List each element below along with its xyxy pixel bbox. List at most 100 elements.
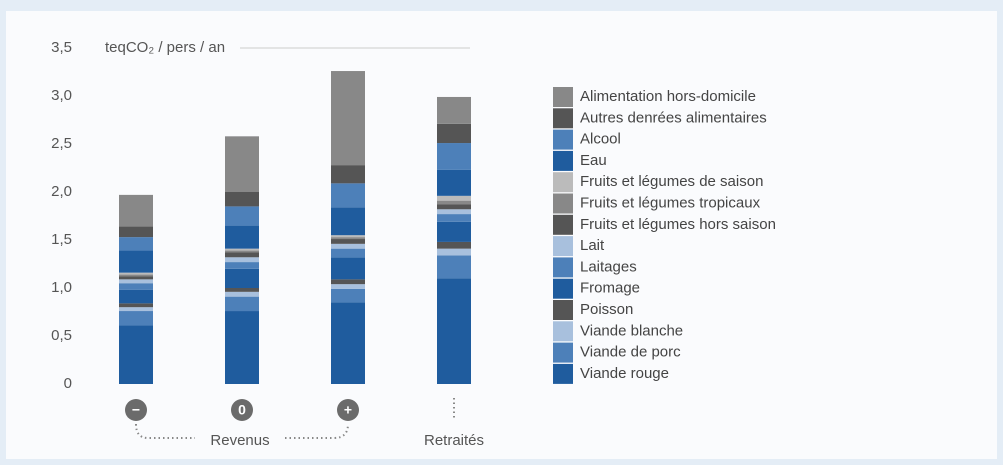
x-tick-label: −: [132, 402, 140, 418]
bar-segment: [331, 257, 365, 280]
legend-label: Autres denrées alimentaires: [580, 109, 767, 126]
bar-segment: [119, 276, 153, 280]
bar-segment: [225, 291, 259, 297]
bar-segment: [225, 311, 259, 384]
bar-segment: [437, 204, 471, 210]
y-tick-label: 1,0: [51, 279, 72, 296]
bar-segment: [119, 289, 153, 304]
legend-label: Lait: [580, 237, 605, 254]
bar-segment: [437, 169, 471, 196]
bar-segment: [331, 71, 365, 166]
bar-segment: [119, 311, 153, 326]
legend-label: Alcool: [580, 131, 621, 148]
bar-segment: [437, 278, 471, 384]
y-tick-label: 2,5: [51, 135, 72, 152]
bar-segment: [437, 123, 471, 144]
y-tick-label: 3,0: [51, 87, 72, 104]
group-label: Revenus: [210, 432, 269, 449]
bar-segment: [225, 257, 259, 263]
legend-swatch: [553, 236, 573, 257]
legend-label: Eau: [580, 152, 607, 169]
legend-label: Viande rouge: [580, 365, 669, 382]
bar-segment: [119, 226, 153, 238]
bar-segment: [331, 302, 365, 384]
legend-swatch: [553, 257, 573, 278]
legend-swatch: [553, 150, 573, 171]
bar-segment: [225, 252, 259, 258]
legend-swatch: [553, 87, 573, 107]
y-tick-label: 3,5: [51, 39, 72, 56]
x-tick-label: 0: [238, 402, 246, 418]
legend-label: Laitages: [580, 258, 637, 275]
bar-segment: [119, 194, 153, 227]
bar-segment: [437, 200, 471, 205]
bar-segment: [331, 284, 365, 289]
bar-segment: [437, 209, 471, 215]
bar-segment: [331, 243, 365, 249]
legend-label: Fruits et légumes de saison: [580, 173, 763, 190]
legend-label: Alimentation hors-domicile: [580, 88, 756, 105]
bar-segment: [225, 288, 259, 292]
legend-swatch: [553, 108, 573, 129]
legend-swatch: [553, 278, 573, 299]
bar-segment: [225, 136, 259, 192]
bar-segment: [437, 96, 471, 124]
bar-segment: [331, 183, 365, 208]
bar-segment: [225, 262, 259, 269]
category-icon: [125, 399, 147, 421]
bar-segment: [119, 272, 153, 275]
x-tick-label: +: [344, 402, 352, 418]
bar-segment: [331, 237, 365, 240]
legend-label: Fruits et légumes hors saison: [580, 216, 776, 233]
bar-segment: [331, 288, 365, 303]
bar-segment: [119, 250, 153, 273]
legend-label: Viande blanche: [580, 322, 683, 339]
bar-segment: [331, 279, 365, 285]
legend-label: Poisson: [580, 301, 633, 318]
bar-segment: [119, 307, 153, 312]
bar-segment: [119, 325, 153, 384]
legend-swatch: [553, 129, 573, 150]
bar-segment: [437, 241, 471, 249]
legend-swatch: [553, 214, 573, 235]
panel: [6, 11, 997, 459]
bar-segment: [437, 214, 471, 222]
bar-segment: [119, 279, 153, 284]
y-axis-label: teqCO₂ / pers / an: [105, 39, 225, 56]
y-tick-label: 2,0: [51, 183, 72, 200]
legend-swatch: [553, 363, 573, 384]
bar-segment: [119, 303, 153, 308]
bar-segment: [437, 221, 471, 242]
x-tick-label: Retraités: [424, 432, 484, 449]
bar-segment: [331, 248, 365, 258]
bar-segment: [225, 225, 259, 249]
category-icon: [231, 399, 253, 421]
bar-segment: [225, 192, 259, 207]
bar-segment: [225, 206, 259, 226]
bar-segment: [225, 268, 259, 288]
legend-swatch: [553, 172, 573, 193]
legend-label: Fruits et légumes tropicaux: [580, 194, 761, 211]
category-icon: [337, 399, 359, 421]
y-tick-label: 0: [64, 375, 72, 392]
legend-swatch: [553, 321, 573, 342]
legend-label: Fromage: [580, 280, 640, 297]
bar-segment: [331, 235, 365, 238]
bar-segment: [225, 248, 259, 251]
legend-swatch: [553, 342, 573, 363]
bar-segment: [119, 283, 153, 290]
bar-segment: [437, 143, 471, 170]
bar-segment: [331, 207, 365, 236]
bar-segment: [331, 239, 365, 244]
legend-label: Viande de porc: [580, 344, 681, 361]
bar-segment: [119, 274, 153, 277]
bar-segment: [225, 250, 259, 253]
bar-segment: [437, 248, 471, 256]
y-tick-label: 1,5: [51, 231, 72, 248]
bar-segment: [225, 296, 259, 312]
legend-swatch: [553, 300, 573, 320]
bar-segment: [331, 165, 365, 184]
bar-segment: [437, 255, 471, 279]
